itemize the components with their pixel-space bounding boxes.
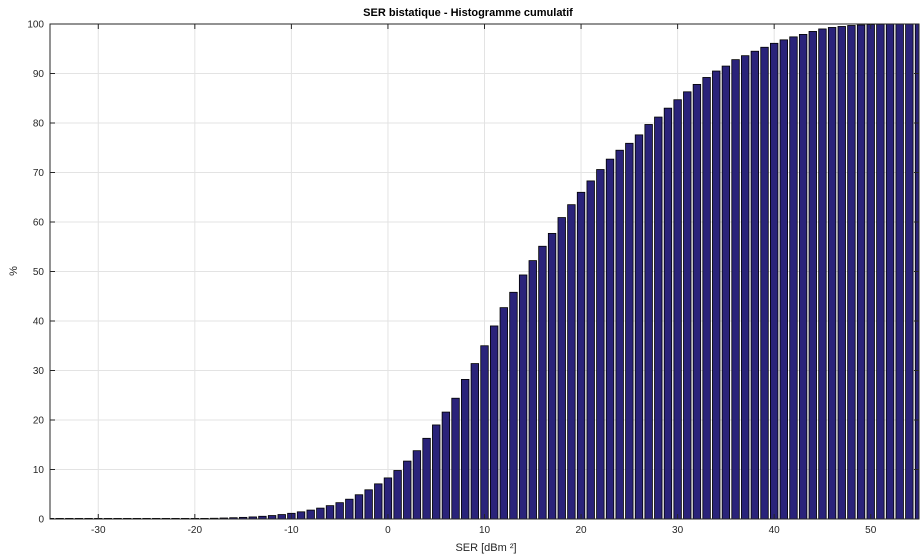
bar	[818, 28, 827, 520]
bar	[383, 477, 393, 520]
bar	[489, 325, 499, 520]
x-axis-label: SER [dBm ²]	[455, 542, 516, 554]
y-tick-label: 50	[33, 267, 45, 278]
y-tick-label: 10	[33, 465, 45, 476]
bar	[750, 50, 760, 520]
bar	[856, 24, 866, 520]
bar	[760, 46, 769, 520]
bar	[683, 91, 692, 520]
bar	[596, 169, 605, 520]
bar	[605, 158, 615, 520]
x-tick-label: -30	[91, 525, 106, 536]
bar	[509, 291, 518, 520]
bar	[296, 511, 306, 520]
bar	[721, 65, 731, 520]
bar	[432, 424, 441, 520]
y-axis-label: %	[8, 266, 20, 276]
bar	[470, 363, 480, 520]
y-tick-label: 40	[33, 317, 45, 328]
x-tick-label: 20	[575, 525, 587, 536]
bar	[586, 180, 595, 520]
bar	[403, 460, 412, 520]
bar	[625, 142, 634, 520]
bar	[847, 25, 856, 520]
bar	[393, 470, 402, 520]
bar	[837, 26, 846, 520]
bar	[306, 509, 315, 520]
x-tick-label: 40	[769, 525, 781, 536]
bar	[644, 124, 653, 520]
bar	[634, 134, 644, 520]
y-tick-label: 60	[33, 218, 45, 229]
bar	[374, 483, 383, 520]
bar	[441, 411, 451, 520]
bar	[354, 494, 364, 520]
bar	[567, 204, 576, 520]
y-tick-label: 80	[33, 119, 45, 130]
x-axis-ticks: -30 -20 -10 0 10 20 30 40 50	[91, 24, 877, 536]
bar	[827, 27, 837, 520]
y-axis-ticks: 0 10 20 30 40 50 60 70 80 90 100	[27, 20, 919, 526]
bar	[267, 515, 277, 520]
bar	[866, 24, 875, 520]
bar	[789, 36, 798, 520]
bar	[451, 397, 460, 520]
bar	[741, 55, 750, 520]
bar	[885, 23, 895, 520]
bar	[808, 31, 817, 520]
y-tick-label: 90	[33, 69, 45, 80]
bar	[335, 502, 344, 520]
bar	[412, 450, 422, 520]
bar	[499, 307, 508, 520]
x-tick-label: 50	[865, 525, 877, 536]
y-tick-label: 0	[38, 515, 44, 526]
y-tick-label: 20	[33, 416, 45, 427]
y-tick-label: 100	[27, 20, 44, 31]
x-tick-label: -10	[284, 525, 299, 536]
bar	[461, 379, 470, 520]
bar	[538, 245, 547, 520]
bar	[422, 437, 431, 520]
bar	[876, 23, 885, 520]
bars	[49, 23, 920, 520]
bar	[325, 505, 335, 520]
bar	[654, 116, 663, 520]
bar	[277, 514, 286, 520]
y-tick-label: 70	[33, 168, 45, 179]
x-tick-label: 0	[385, 525, 391, 536]
x-tick-label: 10	[479, 525, 491, 536]
bar	[895, 23, 904, 520]
bar	[364, 489, 373, 520]
bar	[702, 77, 711, 520]
bar	[528, 260, 537, 520]
bar	[905, 23, 914, 520]
bar	[345, 498, 354, 520]
bar	[663, 107, 673, 520]
bar	[779, 39, 788, 520]
bar	[518, 274, 528, 520]
chart-title: SER bistatique - Histogramme cumulatif	[363, 7, 573, 19]
bar	[316, 507, 325, 520]
bar	[770, 42, 779, 520]
x-tick-label: -20	[188, 525, 203, 536]
bar	[798, 33, 808, 520]
bar	[731, 59, 740, 520]
bar	[480, 345, 489, 520]
y-tick-label: 30	[33, 366, 45, 377]
bar	[557, 217, 566, 520]
x-tick-label: 30	[672, 525, 684, 536]
bar	[673, 99, 682, 520]
bar	[692, 83, 702, 520]
bar	[615, 149, 624, 520]
bar	[576, 191, 586, 520]
bar	[712, 70, 721, 520]
bar	[547, 232, 557, 520]
